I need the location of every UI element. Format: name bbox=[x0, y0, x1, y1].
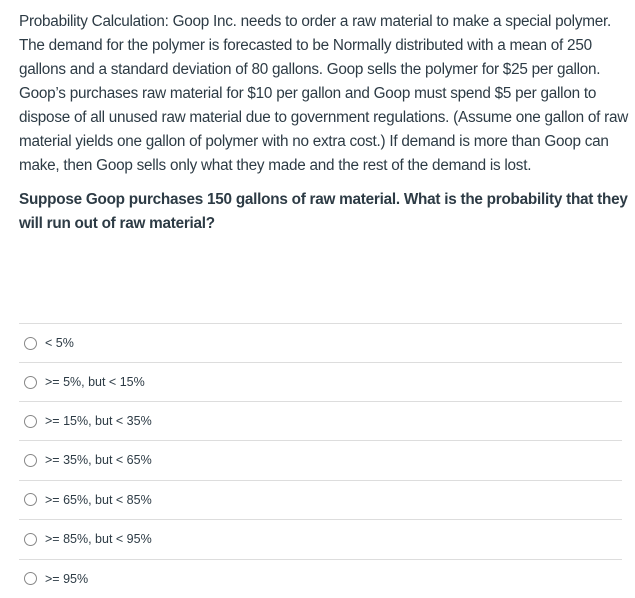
answer-label: >= 15%, but < 35% bbox=[45, 414, 152, 428]
question-prompt: Suppose Goop purchases 150 gallons of ra… bbox=[19, 188, 629, 236]
answer-option-3[interactable]: >= 15%, but < 35% bbox=[19, 401, 622, 440]
radio-button-icon[interactable] bbox=[24, 493, 37, 506]
answer-label: >= 35%, but < 65% bbox=[45, 453, 152, 467]
question-body: Probability Calculation: Goop Inc. needs… bbox=[19, 10, 629, 178]
answer-option-4[interactable]: >= 35%, but < 65% bbox=[19, 440, 622, 480]
answer-option-6[interactable]: >= 85%, but < 95% bbox=[19, 519, 622, 559]
radio-button-icon[interactable] bbox=[24, 415, 37, 428]
radio-button-icon[interactable] bbox=[24, 572, 37, 585]
answer-label: >= 95% bbox=[45, 572, 88, 586]
answer-option-2[interactable]: >= 5%, but < 15% bbox=[19, 362, 622, 401]
answer-option-1[interactable]: < 5% bbox=[19, 323, 622, 362]
answer-option-5[interactable]: >= 65%, but < 85% bbox=[19, 480, 622, 520]
question-text: Probability Calculation: Goop Inc. needs… bbox=[19, 10, 629, 236]
radio-button-icon[interactable] bbox=[24, 533, 37, 546]
radio-button-icon[interactable] bbox=[24, 454, 37, 467]
answer-label: >= 5%, but < 15% bbox=[45, 375, 145, 389]
answer-option-7[interactable]: >= 95% bbox=[19, 559, 622, 598]
answer-list: < 5% >= 5%, but < 15% >= 15%, but < 35% … bbox=[19, 323, 622, 598]
answer-label: < 5% bbox=[45, 336, 74, 350]
answer-label: >= 85%, but < 95% bbox=[45, 532, 152, 546]
radio-button-icon[interactable] bbox=[24, 376, 37, 389]
answer-label: >= 65%, but < 85% bbox=[45, 493, 152, 507]
radio-button-icon[interactable] bbox=[24, 337, 37, 350]
